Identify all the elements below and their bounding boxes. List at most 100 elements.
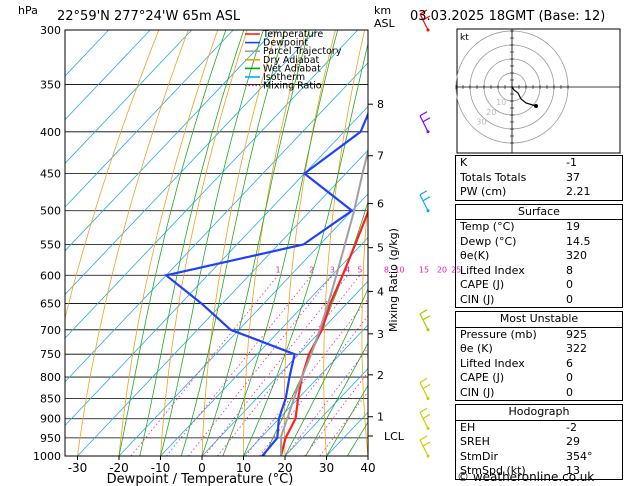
km-tick-label: 1 <box>377 411 384 424</box>
pressure-tick-label: 500 <box>40 205 61 218</box>
legend-label: Temperature <box>262 29 323 40</box>
isotherm-line <box>160 236 368 456</box>
surface-value: 0 <box>566 292 573 306</box>
most-unstable-value: 6 <box>566 356 573 370</box>
dry-adiabat <box>160 30 248 456</box>
axes: 3003504004505005506006507007508008509009… <box>33 24 405 475</box>
lcl-label: LCL <box>384 430 405 443</box>
index-label: Totals Totals <box>460 170 527 184</box>
mixing-ratio-line <box>188 275 333 456</box>
plot-frame <box>64 29 369 457</box>
hodograph-box: Hodograph EH -2 SREH 29 StmDir 354° StmSpd (kt)… <box>455 404 623 480</box>
mixing-ratio-label: 2 <box>309 265 314 274</box>
wet-adiabat <box>284 287 368 456</box>
surface-row: θe(K) 320 <box>456 249 622 264</box>
legend-item: Dewpoint <box>245 38 308 49</box>
x-tick-label: 30 <box>319 461 334 475</box>
index-label: K <box>460 156 468 169</box>
hodograph-ring-label: 30 <box>476 118 486 127</box>
most-unstable-row: θe (K) 322 <box>456 342 622 357</box>
pressure-tick-label: 550 <box>40 238 61 251</box>
hodograph-index-row: EH -2 <box>456 421 622 436</box>
surface-row: Lifted Index 8 <box>456 264 622 279</box>
series-parcel-trajectory <box>279 147 368 456</box>
pressure-tick-label: 750 <box>40 348 61 361</box>
most-unstable-value: 0 <box>566 385 573 399</box>
dry-adiabat <box>399 30 424 456</box>
km-tick-label: 4 <box>377 285 384 298</box>
surface-row: Dewp (°C) 14.5 <box>456 235 622 250</box>
datetime-title: 03.03.2025 18GMT (Base: 12) <box>410 9 605 24</box>
hodograph-index-title: Hodograph <box>456 405 622 421</box>
most-unstable-box: Most Unstable Pressure (mb) 925 θe (K) 322 Li… <box>455 311 623 401</box>
hodograph-end-dot <box>534 104 538 108</box>
isotherm-line <box>201 280 368 456</box>
hodograph-index-value: 354° <box>566 449 593 463</box>
surface-label: Dewp (°C) <box>460 234 517 248</box>
mixing-ratio-label: 4 <box>345 265 350 274</box>
surface-row: CAPE (J) 0 <box>456 278 622 293</box>
series-temperature <box>279 208 368 456</box>
hodograph-ring-label: 10 <box>496 98 506 107</box>
legend-label: Isotherm <box>263 72 305 83</box>
dry-adiabat <box>243 30 307 456</box>
wind-barb <box>419 407 431 430</box>
isotherm-line <box>65 105 368 427</box>
wet-adiabat <box>118 30 227 456</box>
mixing-ratio-line <box>217 275 361 456</box>
x-tick-label: 20 <box>277 461 292 475</box>
surface-value: 8 <box>566 263 573 277</box>
isotherm-line <box>284 368 368 456</box>
hodograph-index-row: SREH 29 <box>456 435 622 450</box>
mixing-ratio-axis-label: Mixing Ratio (g/kg) <box>387 228 400 332</box>
wind-barb <box>419 190 431 213</box>
dry-adiabat <box>201 30 277 456</box>
surface-value: 320 <box>566 249 587 262</box>
dry-adiabat <box>435 30 453 456</box>
asl-label: ASL <box>374 17 396 30</box>
x-tick-label: 0 <box>198 461 206 475</box>
mixing-ratio-label: 3 <box>330 265 335 274</box>
hodograph-index-value: 29 <box>566 435 580 448</box>
hodograph-index-label: SREH <box>460 435 490 448</box>
wet-adiabat <box>326 384 368 456</box>
index-row: K -1 <box>456 156 622 171</box>
pressure-tick-label: 650 <box>40 298 61 311</box>
series-dewpoint <box>163 111 368 456</box>
mixing-ratio-line <box>130 275 279 456</box>
mixing-ratio-label: 25 <box>451 265 461 274</box>
km-tick-label: 6 <box>377 198 384 211</box>
pressure-tick-label: 400 <box>40 126 61 139</box>
pressure-tick-label: 450 <box>40 167 61 180</box>
km-tick-label: 7 <box>377 150 384 163</box>
legend-item: Mixing Ratio <box>245 81 322 92</box>
indices-panel: K -1 Totals Totals 37 PW (cm) 2.21 Surface Tem… <box>455 155 623 483</box>
most-unstable-label: CIN (J) <box>460 385 495 399</box>
mixing-ratio-label: 1 <box>275 265 280 274</box>
x-tick-label: 10 <box>236 461 251 475</box>
surface-title: Surface <box>456 205 622 220</box>
surface-value: 0 <box>566 278 573 291</box>
pressure-tick-label: 1000 <box>33 450 61 463</box>
hodograph-index-value: -2 <box>566 420 577 434</box>
wet-adiabat <box>160 30 264 456</box>
isotherm-line <box>118 193 368 456</box>
most-unstable-row: CAPE (J) 0 <box>456 371 622 386</box>
most-unstable-title: Most Unstable <box>456 312 622 328</box>
x-tick-label: 40 <box>360 461 375 475</box>
pressure-tick-label: 350 <box>40 79 61 92</box>
legend-label: Wet Adiabat <box>263 63 321 74</box>
hodograph-index-row: StmSpd (kt) 13 <box>456 464 622 479</box>
surface-value: 14.5 <box>566 234 591 248</box>
legend-item: Wet Adiabat <box>245 63 321 74</box>
isotherm-line <box>65 30 317 296</box>
isotherm-line <box>65 30 234 208</box>
mixing-ratio-line <box>204 275 349 456</box>
km-tick-label: 3 <box>377 328 384 341</box>
legend-label: Dewpoint <box>263 38 308 49</box>
x-axis-label: Dewpoint / Temperature (°C) <box>107 472 294 486</box>
most-unstable-label: CAPE (J) <box>460 371 505 384</box>
pressure-tick-label: 850 <box>40 392 61 405</box>
surface-label: CIN (J) <box>460 292 495 306</box>
